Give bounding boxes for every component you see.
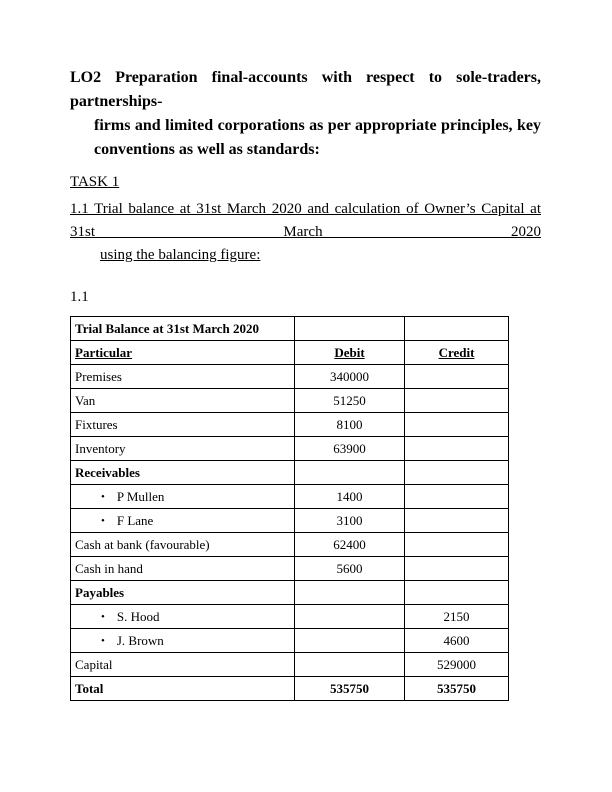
table-row: • P Mullen 1400 [70, 484, 509, 509]
debit-cell: 535750 [294, 676, 405, 701]
particular-cell: Inventory [70, 436, 295, 461]
empty-cell [404, 316, 509, 341]
particular-label: Total [75, 680, 104, 696]
debit-cell [294, 460, 405, 485]
particular-label: Cash at bank (favourable) [75, 536, 210, 552]
empty-cell [294, 316, 405, 341]
table-row: Cash at bank (favourable) 62400 [70, 532, 509, 557]
bullet-icon: • [101, 490, 105, 503]
figure-label: 1.1 [70, 289, 89, 305]
column-header-debit: Debit [294, 340, 405, 365]
particular-cell: Premises [70, 364, 295, 389]
debit-cell: 340000 [294, 364, 405, 389]
lo2-heading: LO2 Preparation final-accounts with resp… [70, 66, 541, 162]
debit-cell [294, 652, 405, 677]
bullet-icon: • [101, 514, 105, 527]
credit-cell: 2150 [404, 604, 509, 629]
particular-cell: Total [70, 676, 295, 701]
page-content: LO2 Preparation final-accounts with resp… [70, 66, 541, 701]
section-line: using the balancing figure: [100, 247, 261, 263]
credit-cell [404, 508, 509, 533]
particular-cell: • P Mullen [70, 484, 295, 509]
table-row: Receivables [70, 460, 509, 485]
particular-label: Van [75, 392, 96, 408]
debit-cell: 8100 [294, 412, 405, 437]
table-title-cell: Trial Balance at 31st March 2020 [70, 316, 295, 341]
debit-cell [294, 604, 405, 629]
table-row: • J. Brown 4600 [70, 628, 509, 653]
credit-cell [404, 460, 509, 485]
particular-label: Fixtures [75, 416, 118, 432]
debit-cell: 1400 [294, 484, 405, 509]
particular-label: Cash in hand [75, 560, 143, 576]
particular-label: Capital [75, 656, 113, 672]
credit-cell [404, 556, 509, 581]
particular-cell: Fixtures [70, 412, 295, 437]
credit-cell [404, 580, 509, 605]
credit-cell [404, 484, 509, 509]
particular-cell: Payables [70, 580, 295, 605]
table-row: Capital 529000 [70, 652, 509, 677]
credit-cell [404, 388, 509, 413]
table-row: Inventory 63900 [70, 436, 509, 461]
credit-cell [404, 436, 509, 461]
table-row: Cash in hand 5600 [70, 556, 509, 581]
particular-cell: Cash in hand [70, 556, 295, 581]
debit-cell: 5600 [294, 556, 405, 581]
debit-cell: 51250 [294, 388, 405, 413]
heading-line: conventions as well as standards: [94, 141, 320, 158]
particular-label: F Lane [116, 512, 154, 528]
particular-cell: • S. Hood [70, 604, 295, 629]
particular-cell: • J. Brown [70, 628, 295, 653]
heading-line: firms and limited corporations as per ap… [94, 117, 541, 134]
task-heading: TASK 1 [70, 174, 120, 190]
particular-cell: Van [70, 388, 295, 413]
column-header-credit: Credit [404, 340, 509, 365]
bullet-icon: • [101, 610, 105, 623]
column-header-particular: Particular [70, 340, 295, 365]
heading-line: LO2 Preparation final-accounts with resp… [70, 69, 541, 110]
credit-cell [404, 532, 509, 557]
particular-cell: Cash at bank (favourable) [70, 532, 295, 557]
credit-cell: 4600 [404, 628, 509, 653]
particular-label: J. Brown [116, 632, 164, 648]
trial-balance-table: Trial Balance at 31st March 2020 Particu… [70, 316, 509, 701]
debit-cell: 63900 [294, 436, 405, 461]
trial-balance-body: Trial Balance at 31st March 2020 Particu… [70, 316, 509, 701]
table-header-row: Particular Debit Credit [70, 340, 509, 365]
particular-label: Inventory [75, 440, 126, 456]
bullet-icon: • [101, 634, 105, 647]
particular-label: S. Hood [116, 608, 160, 624]
table-row: Payables [70, 580, 509, 605]
debit-cell: 62400 [294, 532, 405, 557]
credit-cell: 535750 [404, 676, 509, 701]
table-row: • S. Hood 2150 [70, 604, 509, 629]
debit-cell: 3100 [294, 508, 405, 533]
particular-label: Payables [75, 584, 125, 600]
table-row: Fixtures 8100 [70, 412, 509, 437]
table-row: Van 51250 [70, 388, 509, 413]
table-row: • F Lane 3100 [70, 508, 509, 533]
debit-cell [294, 580, 405, 605]
section-line: 1.1 Trial balance at 31st March 2020 and… [70, 201, 541, 240]
credit-cell [404, 364, 509, 389]
particular-label: Premises [75, 368, 122, 384]
credit-cell [404, 412, 509, 437]
particular-cell: Capital [70, 652, 295, 677]
table-row: Total 535750 535750 [70, 676, 509, 701]
credit-cell: 529000 [404, 652, 509, 677]
section-heading: 1.1 Trial balance at 31st March 2020 and… [70, 198, 541, 267]
table-row: Premises 340000 [70, 364, 509, 389]
particular-cell: Receivables [70, 460, 295, 485]
table-title-row: Trial Balance at 31st March 2020 [70, 316, 509, 341]
particular-label: Receivables [75, 464, 140, 480]
particular-label: P Mullen [116, 488, 165, 504]
debit-cell [294, 628, 405, 653]
particular-cell: • F Lane [70, 508, 295, 533]
